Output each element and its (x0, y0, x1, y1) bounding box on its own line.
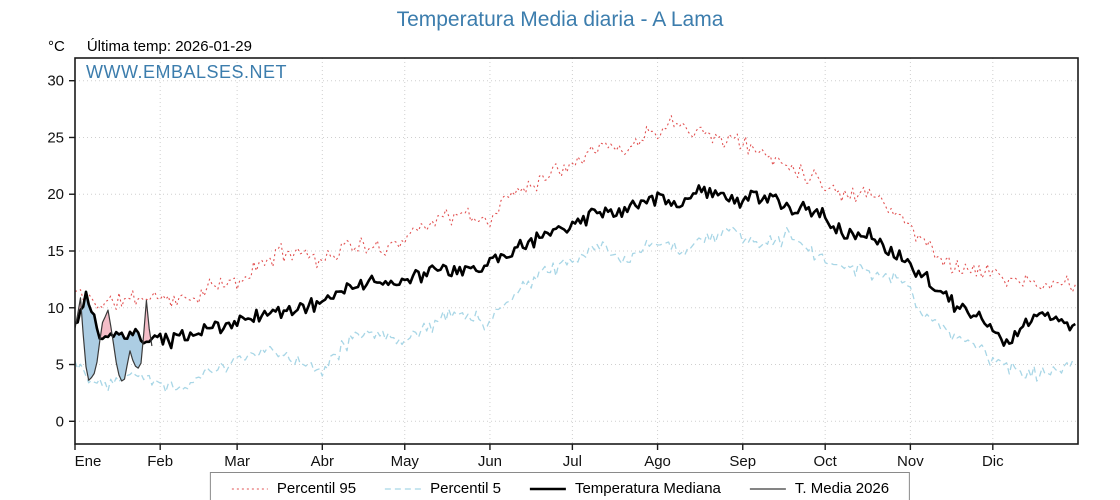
legend-item-percentil-95: Percentil 95 (231, 480, 356, 497)
legend-swatch-temperatura-mediana (529, 487, 566, 490)
temperature-chart: 0 5 10 15 20 25 30 Ene Feb Mar Abr May Jun Jul Ago Sep O… (47, 57, 1079, 470)
series-line-temperatura-mediana (75, 184, 1076, 350)
legend-label: Percentil 95 (276, 480, 357, 497)
legend-swatch-percentil-95 (231, 487, 268, 490)
y-tick-label: 5 (56, 357, 64, 374)
x-tick-label: Jul (563, 453, 582, 470)
y-tick-label: 25 (47, 129, 64, 146)
x-tick-label: Mar (224, 453, 250, 470)
x-tick-label: Ago (644, 453, 671, 470)
x-tick-label: Nov (897, 453, 924, 470)
page-title: Temperatura Media diaria - A Lama (396, 8, 724, 31)
legend-swatch-t-media-2026 (749, 487, 786, 490)
fill-below-median (81, 291, 101, 381)
legend-label: Percentil 5 (430, 480, 501, 497)
y-tick-label: 15 (47, 243, 64, 260)
plot-area (75, 115, 1076, 393)
x-tick-label: Feb (147, 453, 173, 470)
legend-item-percentil-5: Percentil 5 (384, 480, 501, 497)
x-tick-label: Ene (75, 453, 102, 470)
y-axis-unit-label: °C (48, 38, 65, 55)
fill-above-median (142, 300, 151, 344)
y-tick-label: 30 (47, 73, 64, 90)
legend-swatch-percentil-5 (385, 487, 422, 490)
legend: Percentil 95 Percentil 5 Temperatura Med… (209, 472, 911, 500)
gridlines (74, 58, 1078, 444)
last-temp-label: Última temp: 2026-01-29 (86, 38, 252, 55)
x-tick-label: Abr (311, 453, 334, 470)
x-tick-label: Oct (814, 453, 838, 470)
x-tick-label: Sep (729, 453, 756, 470)
x-tick-label: Jun (478, 453, 502, 470)
y-tick-label: 20 (47, 186, 64, 203)
watermark: WWW.EMBALSES.NET (86, 62, 288, 82)
axes: 0 5 10 15 20 25 30 Ene Feb Mar Abr May Jun Jul Ago Sep O… (47, 57, 1079, 470)
legend-item-t-media-2026: T. Media 2026 (749, 480, 889, 497)
series-line-percentil-5 (75, 225, 1076, 393)
y-tick-label: 10 (47, 300, 64, 317)
y-tick-label: 0 (56, 413, 64, 430)
legend-item-temperatura-mediana: Temperatura Mediana (529, 480, 721, 497)
fill-below-median (112, 329, 143, 381)
legend-label: Temperatura Mediana (574, 480, 721, 497)
x-tick-label: May (391, 453, 420, 470)
legend-label: T. Media 2026 (794, 480, 890, 497)
series-line-percentil-95 (75, 115, 1076, 310)
series-line-t-media-2026 (75, 297, 153, 382)
chart-subheader: °C Última temp: 2026-01-29 (48, 38, 252, 55)
x-tick-label: Dic (982, 453, 1004, 470)
